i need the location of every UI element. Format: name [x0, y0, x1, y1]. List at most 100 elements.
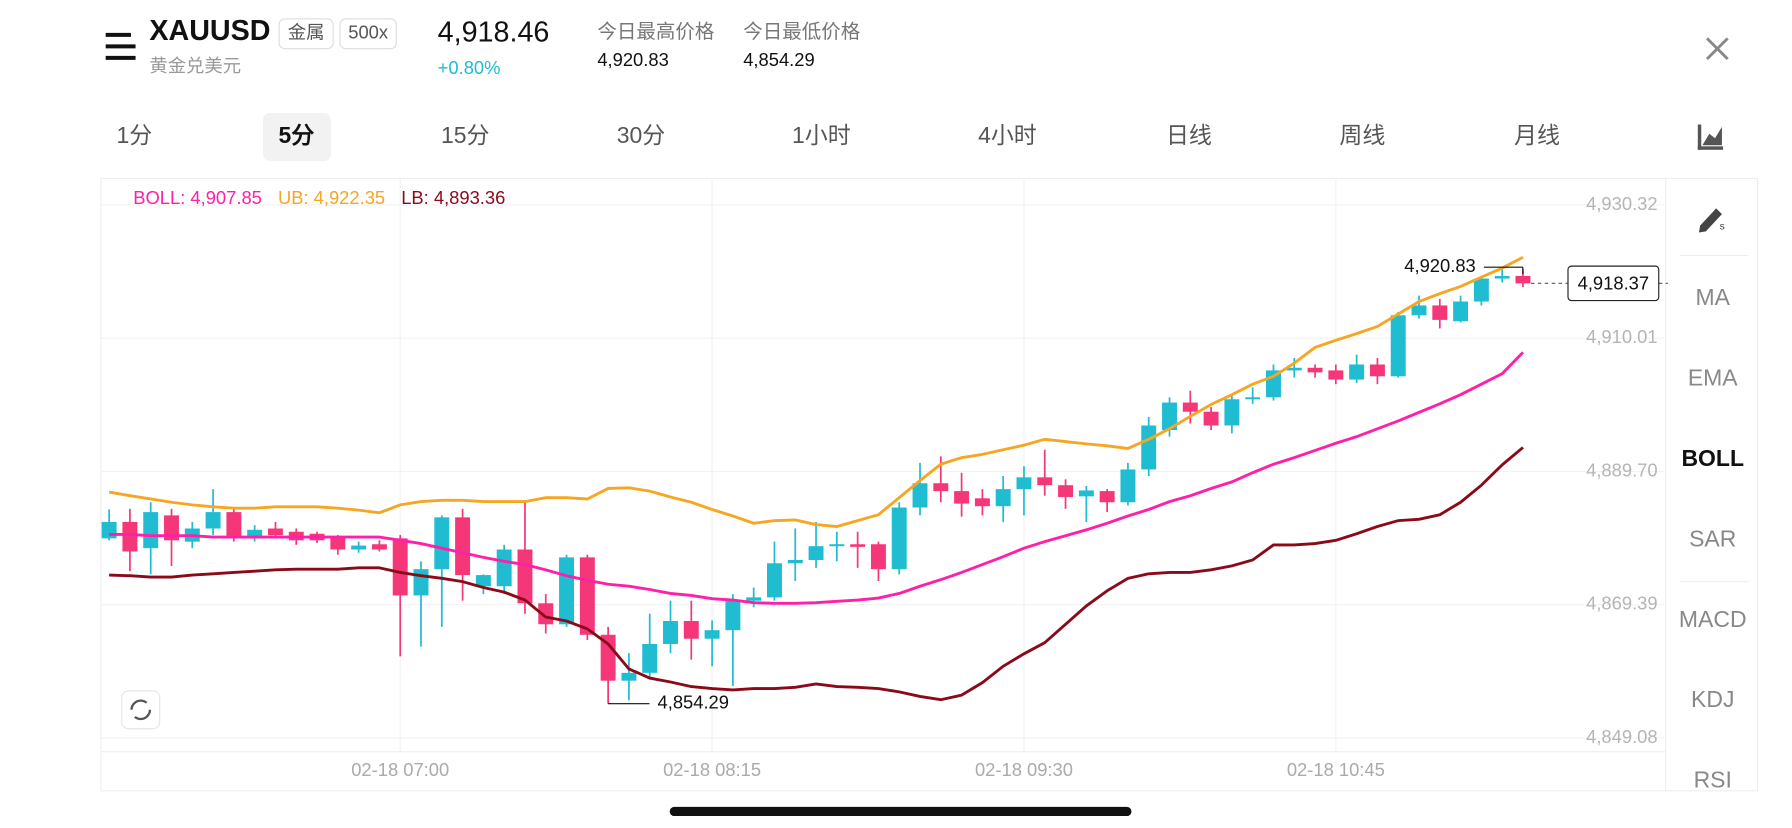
tag: 金属 [288, 22, 325, 43]
candle-body [517, 549, 533, 604]
candle-body [1162, 402, 1177, 431]
candle-body [1307, 367, 1323, 373]
timeframe-tab[interactable]: 月线 [1514, 122, 1560, 148]
candle-body [870, 544, 886, 570]
svg-text:s: s [1720, 221, 1725, 232]
candle-body [1245, 397, 1261, 400]
indicator-item[interactable]: EMA [1688, 365, 1738, 391]
last-price-box [1567, 265, 1660, 302]
candle-body [455, 517, 471, 576]
candle-body [1203, 411, 1219, 426]
candle-body [746, 597, 762, 601]
price: 4,918.46 [438, 16, 550, 48]
candle-body [1328, 370, 1344, 380]
symbol: XAUUSD [149, 15, 270, 47]
max-label: 4,920.83 [1404, 255, 1475, 276]
candle-body [642, 643, 658, 673]
candle-body [1037, 477, 1053, 486]
candle-body [413, 569, 429, 596]
candle-body [559, 557, 575, 625]
candle-body [1349, 364, 1365, 380]
candle-body [1099, 491, 1115, 503]
x-tick-label: 02-18 09:30 [975, 759, 1073, 780]
candle-body [725, 600, 741, 631]
low-value: 4,854.29 [743, 49, 814, 70]
candle-body [1182, 402, 1198, 412]
draw-tool-icon[interactable]: s [1698, 208, 1725, 233]
candle-body [330, 537, 346, 550]
low-label: 今日最低价格 [743, 21, 861, 43]
chart-panel [100, 177, 1759, 792]
indicator-item[interactable]: RSI [1694, 767, 1732, 793]
candle-body [247, 529, 263, 539]
candle-body [683, 621, 699, 639]
timeframe-tab[interactable]: 1分 [117, 122, 153, 148]
timeframe-tab[interactable]: 4小时 [978, 122, 1037, 148]
candle-body [351, 545, 367, 550]
bollinger-line [109, 351, 1524, 605]
timeframe-tab[interactable]: 15分 [441, 122, 490, 148]
close-button[interactable] [1705, 37, 1729, 61]
y-tick-label: 4,889.70 [1586, 459, 1657, 480]
timeframe-tab[interactable]: 1小时 [792, 122, 851, 148]
candle-body [1515, 275, 1531, 284]
candle-body [808, 546, 824, 560]
candle-body [1141, 425, 1157, 470]
candle-body [101, 521, 117, 539]
timeframe-tab[interactable]: 30分 [617, 122, 666, 148]
bollinger-line [108, 255, 1524, 528]
candle-body [1224, 399, 1240, 426]
candle-body [1286, 367, 1302, 371]
candle-body [995, 489, 1011, 507]
candle-body [1058, 485, 1074, 498]
y-tick-label: 4,869.39 [1586, 593, 1657, 614]
home-indicator [669, 806, 1132, 817]
candle-body [205, 512, 221, 529]
y-tick-label: 4,930.32 [1586, 193, 1657, 214]
reset-view-button[interactable] [121, 690, 161, 730]
chart-type-icon[interactable] [1697, 124, 1724, 150]
candle-body [663, 621, 678, 644]
x-tick-label: 02-18 07:00 [351, 759, 449, 780]
candle-body [1494, 275, 1510, 279]
candle-body [704, 630, 720, 639]
candle-body [1369, 364, 1385, 377]
candle-body [1390, 315, 1406, 377]
menu-icon[interactable] [105, 32, 136, 60]
y-tick-label: 4,849.08 [1586, 726, 1657, 747]
candle-body [226, 512, 242, 539]
candle-body [475, 575, 491, 587]
candle-body [392, 538, 408, 596]
candle-body [579, 557, 595, 635]
high-value: 4,920.83 [597, 49, 668, 70]
indicator-item[interactable]: MACD [1679, 606, 1747, 632]
indicator-item[interactable]: SAR [1689, 525, 1736, 551]
candle-body [850, 544, 866, 547]
timeframe-tab[interactable]: 周线 [1339, 122, 1385, 148]
candle-body [933, 483, 949, 492]
candle-body [496, 549, 512, 587]
x-tick-label: 02-18 08:15 [663, 759, 761, 780]
legend-entry: UB: 4,922.35 [278, 187, 385, 208]
candle-body [766, 563, 782, 598]
timeframe-tab[interactable]: 日线 [1166, 122, 1212, 148]
candle-body [1473, 278, 1489, 302]
tag: 500x [348, 22, 388, 43]
candle-body [143, 512, 159, 549]
y-tick-label: 4,910.01 [1586, 326, 1657, 347]
candle-body [912, 483, 928, 508]
indicator-item[interactable]: MA [1696, 284, 1731, 310]
bollinger-line [109, 446, 1524, 702]
candle-body [1411, 305, 1427, 316]
indicator-item[interactable]: KDJ [1691, 686, 1734, 712]
candle-body [954, 491, 970, 504]
min-label: 4,854.29 [658, 692, 729, 713]
tag-box [278, 18, 334, 50]
last-price-label: 4,918.37 [1578, 272, 1649, 293]
candle-body [1453, 301, 1469, 322]
timeframe-tab[interactable]: 5分 [278, 122, 314, 148]
subtitle: 黄金兑美元 [149, 55, 241, 76]
indicator-item[interactable]: BOLL [1681, 445, 1744, 471]
